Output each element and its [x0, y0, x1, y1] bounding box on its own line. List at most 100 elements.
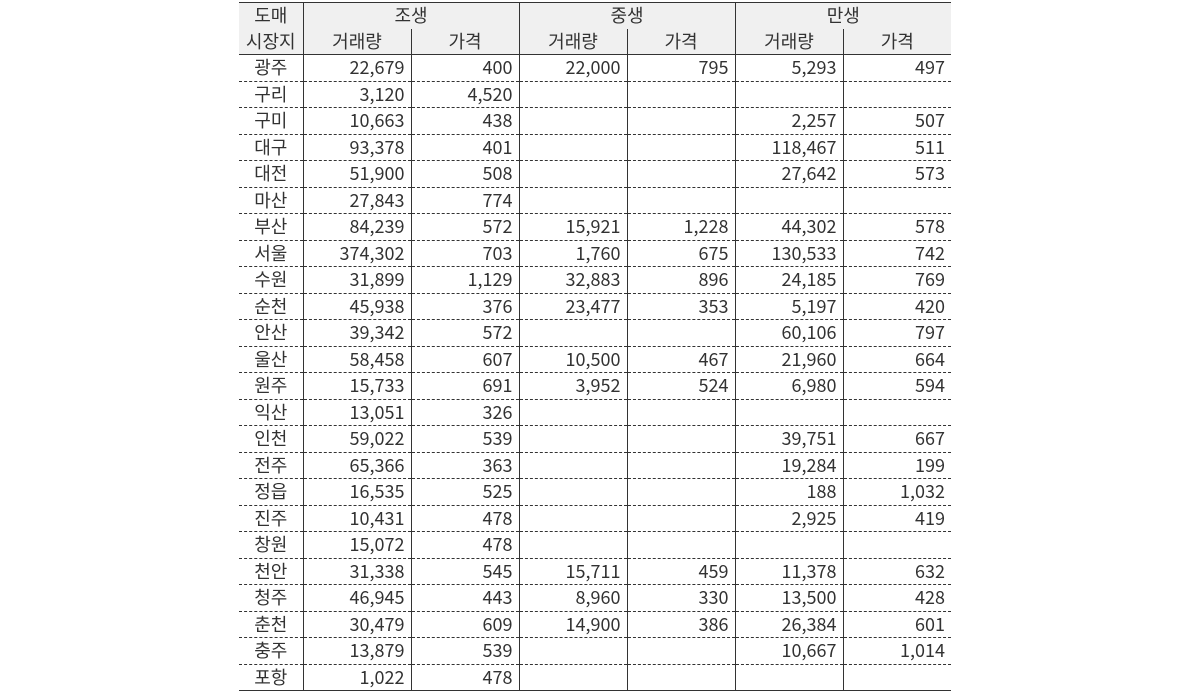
data-cell: 188: [735, 479, 843, 506]
data-cell: 15,921: [519, 214, 627, 241]
row-label: 대구: [239, 134, 303, 161]
data-cell: [519, 320, 627, 347]
header-group-3: 만생: [735, 3, 951, 29]
data-cell: 607: [411, 346, 519, 373]
table-header: 도매 조생 중생 만생 시장지 거래량 가격 거래량 가격 거래량 가격: [239, 3, 951, 55]
data-cell: 632: [843, 558, 951, 585]
data-cell: [519, 134, 627, 161]
data-cell: 609: [411, 611, 519, 638]
row-label: 순천: [239, 293, 303, 320]
table-row: 순천45,93837623,4773535,197420: [239, 293, 951, 320]
table-row: 광주22,67940022,0007955,293497: [239, 55, 951, 82]
row-label: 마산: [239, 187, 303, 214]
row-label: 서울: [239, 240, 303, 267]
data-cell: 386: [627, 611, 735, 638]
data-cell: [843, 664, 951, 691]
data-cell: 428: [843, 585, 951, 612]
row-label: 청주: [239, 585, 303, 612]
data-cell: 1,760: [519, 240, 627, 267]
row-label: 창원: [239, 532, 303, 559]
data-cell: 691: [411, 373, 519, 400]
header-row-label-bottom: 시장지: [239, 29, 303, 55]
data-cell: [735, 81, 843, 108]
data-cell: 675: [627, 240, 735, 267]
data-cell: 2,257: [735, 108, 843, 135]
data-cell: 27,642: [735, 161, 843, 188]
data-cell: 594: [843, 373, 951, 400]
row-label: 대전: [239, 161, 303, 188]
data-cell: 59,022: [303, 426, 411, 453]
row-label: 광주: [239, 55, 303, 82]
data-cell: 545: [411, 558, 519, 585]
data-cell: 525: [411, 479, 519, 506]
data-cell: 199: [843, 452, 951, 479]
table-row: 전주65,36636319,284199: [239, 452, 951, 479]
data-cell: 10,500: [519, 346, 627, 373]
data-cell: 10,663: [303, 108, 411, 135]
data-cell: 524: [627, 373, 735, 400]
table-row: 창원15,072478: [239, 532, 951, 559]
data-cell: 420: [843, 293, 951, 320]
data-cell: 5,293: [735, 55, 843, 82]
data-cell: 400: [411, 55, 519, 82]
data-cell: 13,051: [303, 399, 411, 426]
data-cell: 511: [843, 134, 951, 161]
data-cell: 10,431: [303, 505, 411, 532]
data-cell: 374,302: [303, 240, 411, 267]
data-cell: 84,239: [303, 214, 411, 241]
data-cell: 667: [843, 426, 951, 453]
table-row: 구미10,6634382,257507: [239, 108, 951, 135]
data-cell: 1,129: [411, 267, 519, 294]
data-cell: 15,711: [519, 558, 627, 585]
data-cell: 58,458: [303, 346, 411, 373]
header-group-2: 중생: [519, 3, 735, 29]
data-cell: [627, 505, 735, 532]
table-row: 포항1,022478: [239, 664, 951, 691]
data-cell: [519, 505, 627, 532]
table-row: 청주46,9454438,96033013,500428: [239, 585, 951, 612]
data-cell: 30,479: [303, 611, 411, 638]
data-cell: 3,120: [303, 81, 411, 108]
data-cell: 478: [411, 532, 519, 559]
row-label: 구미: [239, 108, 303, 135]
data-cell: 572: [411, 320, 519, 347]
table-row: 익산13,051326: [239, 399, 951, 426]
data-cell: 330: [627, 585, 735, 612]
row-label: 포항: [239, 664, 303, 691]
data-cell: 45,938: [303, 293, 411, 320]
data-cell: [735, 187, 843, 214]
data-cell: 539: [411, 426, 519, 453]
row-label: 충주: [239, 638, 303, 665]
data-cell: 27,843: [303, 187, 411, 214]
data-cell: [519, 399, 627, 426]
data-cell: [627, 320, 735, 347]
data-cell: 774: [411, 187, 519, 214]
data-cell: [519, 479, 627, 506]
data-cell: 3,952: [519, 373, 627, 400]
data-cell: [627, 426, 735, 453]
data-cell: 363: [411, 452, 519, 479]
table-row: 구리3,1204,520: [239, 81, 951, 108]
data-cell: 769: [843, 267, 951, 294]
data-cell: 15,733: [303, 373, 411, 400]
data-cell: [519, 108, 627, 135]
data-cell: [519, 161, 627, 188]
data-cell: 39,342: [303, 320, 411, 347]
data-cell: [627, 399, 735, 426]
data-cell: [735, 399, 843, 426]
data-cell: [735, 664, 843, 691]
data-cell: 326: [411, 399, 519, 426]
table-row: 서울374,3027031,760675130,533742: [239, 240, 951, 267]
data-cell: [519, 81, 627, 108]
header-sub-2-price: 가격: [627, 29, 735, 55]
data-cell: 497: [843, 55, 951, 82]
table-row: 천안31,33854515,71145911,378632: [239, 558, 951, 585]
data-cell: 23,477: [519, 293, 627, 320]
data-cell: [843, 399, 951, 426]
data-cell: 459: [627, 558, 735, 585]
table-row: 정읍16,5355251881,032: [239, 479, 951, 506]
data-cell: [627, 664, 735, 691]
data-cell: 32,883: [519, 267, 627, 294]
data-cell: 21,960: [735, 346, 843, 373]
data-cell: 16,535: [303, 479, 411, 506]
